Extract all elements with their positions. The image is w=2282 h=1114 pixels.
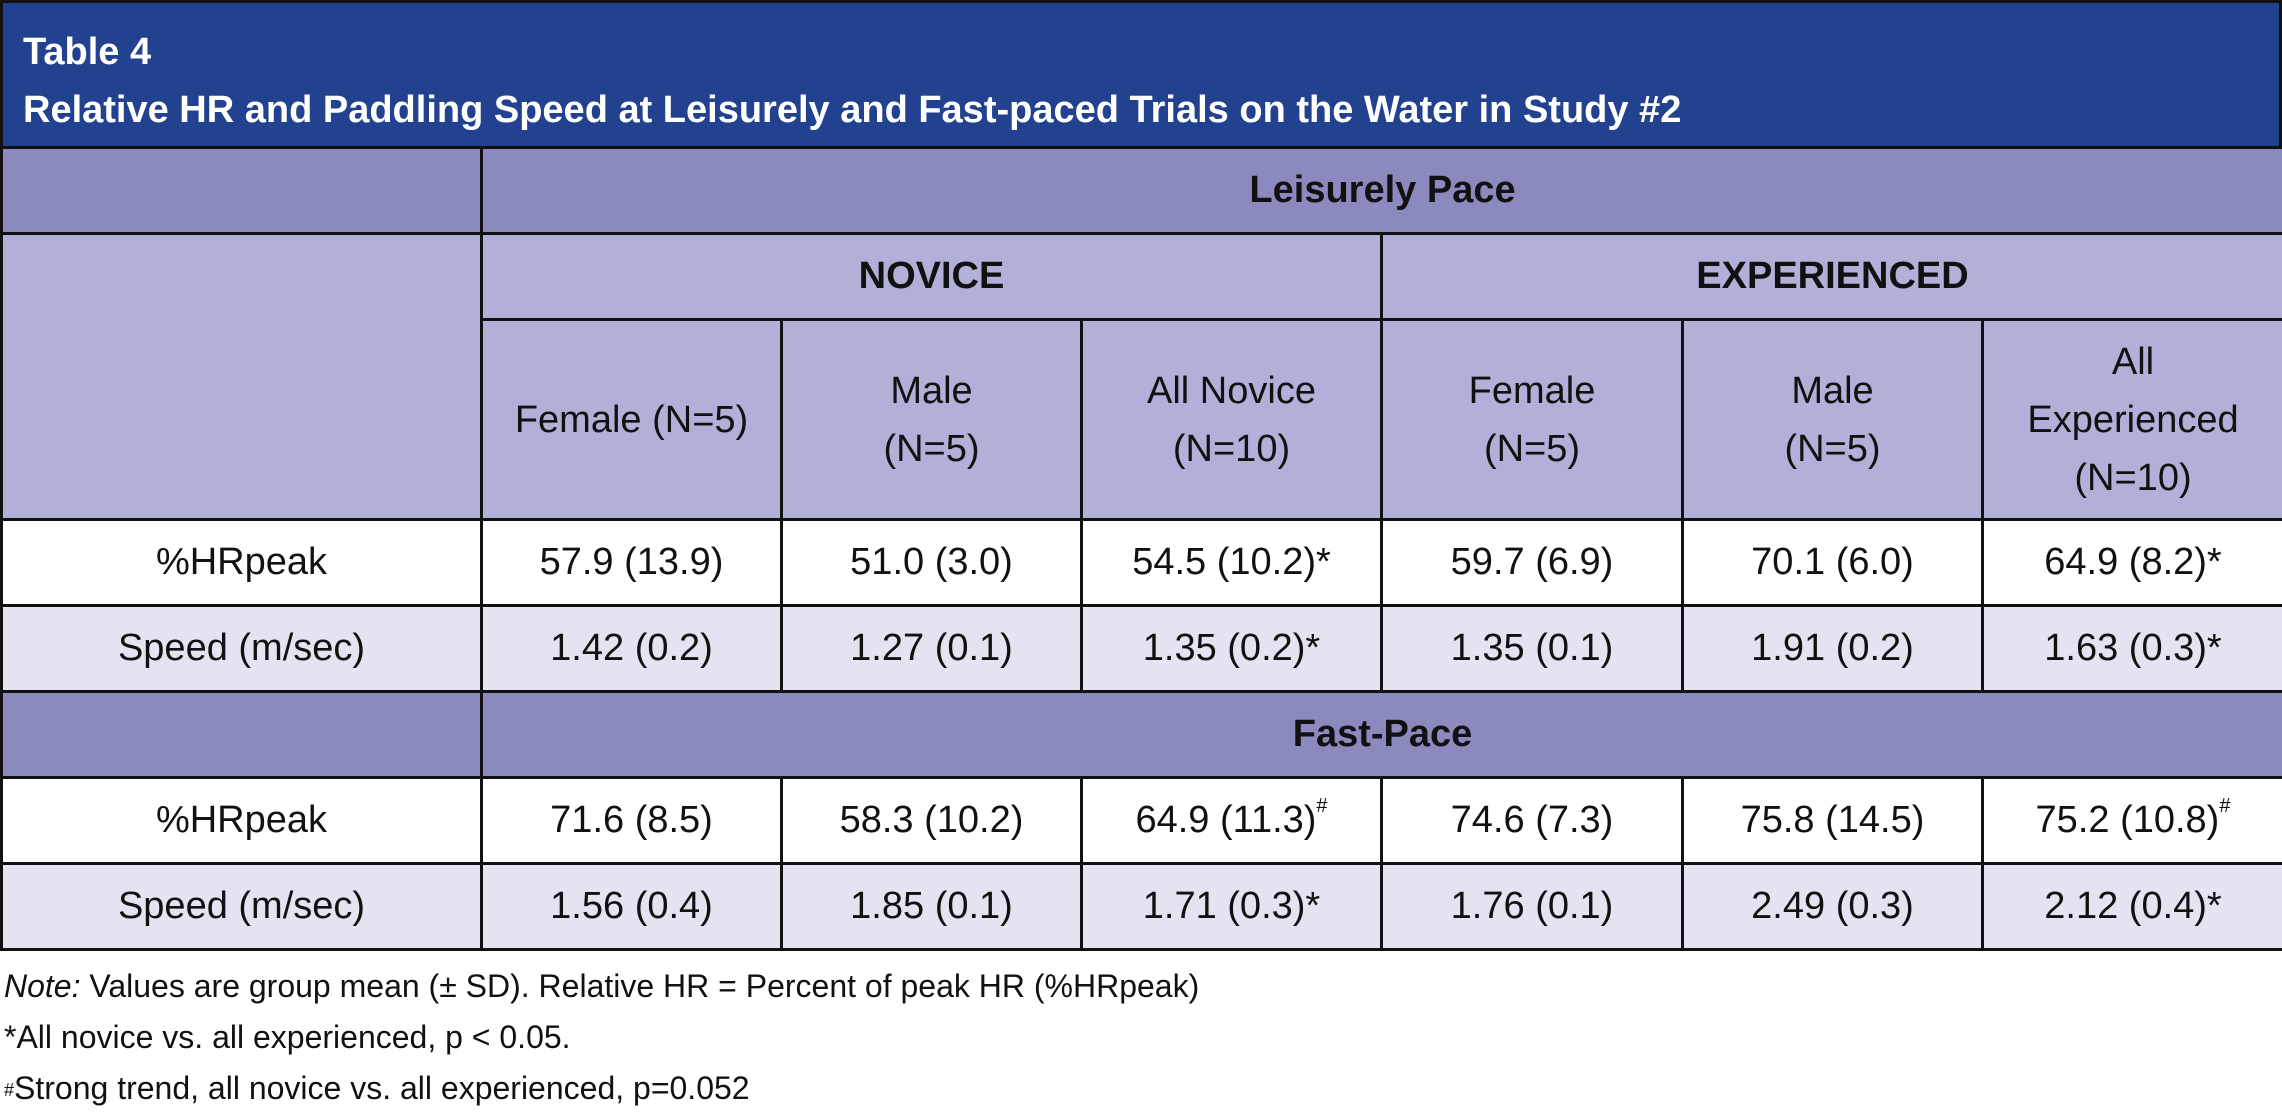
table-title: Relative HR and Paddling Speed at Leisur… xyxy=(23,81,2259,139)
subheader-novice-female: Female (N=5) xyxy=(482,320,782,520)
table-cell: 54.5 (10.2)* xyxy=(1082,520,1382,606)
leisurely-band-row: Leisurely Pace xyxy=(2,148,2282,234)
table-cell: 70.1 (6.0) xyxy=(1683,520,1983,606)
table-cell: 64.9 (11.3)# xyxy=(1082,778,1382,864)
table-cell: 1.71 (0.3)* xyxy=(1082,864,1382,950)
row-label: %HRpeak xyxy=(2,520,482,606)
table-notes: Note: Values are group mean (± SD). Rela… xyxy=(0,951,2282,1114)
leisurely-pace-header: Leisurely Pace xyxy=(482,148,2282,234)
subheader-line: All xyxy=(1990,333,2276,391)
hash-footnote-mark: # xyxy=(4,1080,14,1100)
data-table: Leisurely Pace NOVICE EXPERIENCED Female… xyxy=(0,146,2282,951)
hash-footnote-line: #Strong trend, all novice vs. all experi… xyxy=(4,1063,2282,1114)
table-cell: 2.49 (0.3) xyxy=(1683,864,1983,950)
table-cell: 58.3 (10.2) xyxy=(782,778,1082,864)
table-row: Speed (m/sec) 1.56 (0.4) 1.85 (0.1) 1.71… xyxy=(2,864,2282,950)
table-cell: 1.91 (0.2) xyxy=(1683,606,1983,692)
fast-pace-header: Fast-Pace xyxy=(482,692,2282,778)
subheader-line: Male xyxy=(789,362,1074,420)
subheader-line: (N=10) xyxy=(1990,449,2276,507)
table-cell: 1.76 (0.1) xyxy=(1382,864,1683,950)
corner-cell-2 xyxy=(2,234,482,520)
table-cell: 1.85 (0.1) xyxy=(782,864,1082,950)
subheader-line: (N=5) xyxy=(1389,420,1675,478)
novice-header: NOVICE xyxy=(482,234,1382,320)
corner-cell-3 xyxy=(2,692,482,778)
hash-mark: # xyxy=(2219,795,2230,817)
group-header-row: NOVICE EXPERIENCED xyxy=(2,234,2282,320)
subheader-all-novice: All Novice (N=10) xyxy=(1082,320,1382,520)
subheader-line: (N=5) xyxy=(1690,420,1975,478)
table-row: %HRpeak 71.6 (8.5) 58.3 (10.2) 64.9 (11.… xyxy=(2,778,2282,864)
table-cell: 1.35 (0.2)* xyxy=(1082,606,1382,692)
cell-value: 58.3 (10.2) xyxy=(840,799,1024,841)
cell-value: 64.9 (11.3) xyxy=(1135,799,1316,841)
cell-value: 71.6 (8.5) xyxy=(550,799,713,841)
subheader-line: (N=5) xyxy=(789,420,1074,478)
table-cell: 1.56 (0.4) xyxy=(482,864,782,950)
row-label: %HRpeak xyxy=(2,778,482,864)
table-cell: 64.9 (8.2)* xyxy=(1983,520,2282,606)
subheader-experienced-male: Male (N=5) xyxy=(1683,320,1983,520)
row-label: Speed (m/sec) xyxy=(2,864,482,950)
table-cell: 51.0 (3.0) xyxy=(782,520,1082,606)
subheader-line: All Novice xyxy=(1089,362,1374,420)
fast-band-row: Fast-Pace xyxy=(2,692,2282,778)
table-cell: 1.42 (0.2) xyxy=(482,606,782,692)
table-label: Table 4 xyxy=(23,23,2259,81)
subheader-line: (N=10) xyxy=(1089,420,1374,478)
subheader-all-experienced: All Experienced (N=10) xyxy=(1983,320,2282,520)
note-line: Note: Values are group mean (± SD). Rela… xyxy=(4,961,2282,1012)
corner-cell xyxy=(2,148,482,234)
subheader-experienced-female: Female (N=5) xyxy=(1382,320,1683,520)
table-cell: 75.2 (10.8)# xyxy=(1983,778,2282,864)
table-cell: 71.6 (8.5) xyxy=(482,778,782,864)
hash-footnote: Strong trend, all novice vs. all experie… xyxy=(14,1070,750,1106)
cell-value: 75.2 (10.8) xyxy=(2036,799,2220,841)
table-row: %HRpeak 57.9 (13.9) 51.0 (3.0) 54.5 (10.… xyxy=(2,520,2282,606)
table-cell: 75.8 (14.5) xyxy=(1683,778,1983,864)
row-label: Speed (m/sec) xyxy=(2,606,482,692)
note-text: Values are group mean (± SD). Relative H… xyxy=(80,968,1199,1004)
subheader-line: Experienced xyxy=(1990,391,2276,449)
table-caption: Table 4 Relative HR and Paddling Speed a… xyxy=(0,0,2282,146)
subheader-line: Female (N=5) xyxy=(489,391,774,449)
table-cell: 1.35 (0.1) xyxy=(1382,606,1683,692)
note-label: Note: xyxy=(4,968,80,1004)
cell-value: 74.6 (7.3) xyxy=(1451,799,1614,841)
table-cell: 74.6 (7.3) xyxy=(1382,778,1683,864)
table-cell: 1.63 (0.3)* xyxy=(1983,606,2282,692)
subheader-line: Male xyxy=(1690,362,1975,420)
star-footnote: *All novice vs. all experienced, p < 0.0… xyxy=(4,1012,2282,1063)
table-cell: 1.27 (0.1) xyxy=(782,606,1082,692)
subheader-novice-male: Male (N=5) xyxy=(782,320,1082,520)
experienced-header: EXPERIENCED xyxy=(1382,234,2282,320)
table-cell: 57.9 (13.9) xyxy=(482,520,782,606)
table-row: Speed (m/sec) 1.42 (0.2) 1.27 (0.1) 1.35… xyxy=(2,606,2282,692)
cell-value: 75.8 (14.5) xyxy=(1741,799,1925,841)
hash-mark: # xyxy=(1316,795,1327,817)
table-cell: 2.12 (0.4)* xyxy=(1983,864,2282,950)
table-cell: 59.7 (6.9) xyxy=(1382,520,1683,606)
subheader-line: Female xyxy=(1389,362,1675,420)
